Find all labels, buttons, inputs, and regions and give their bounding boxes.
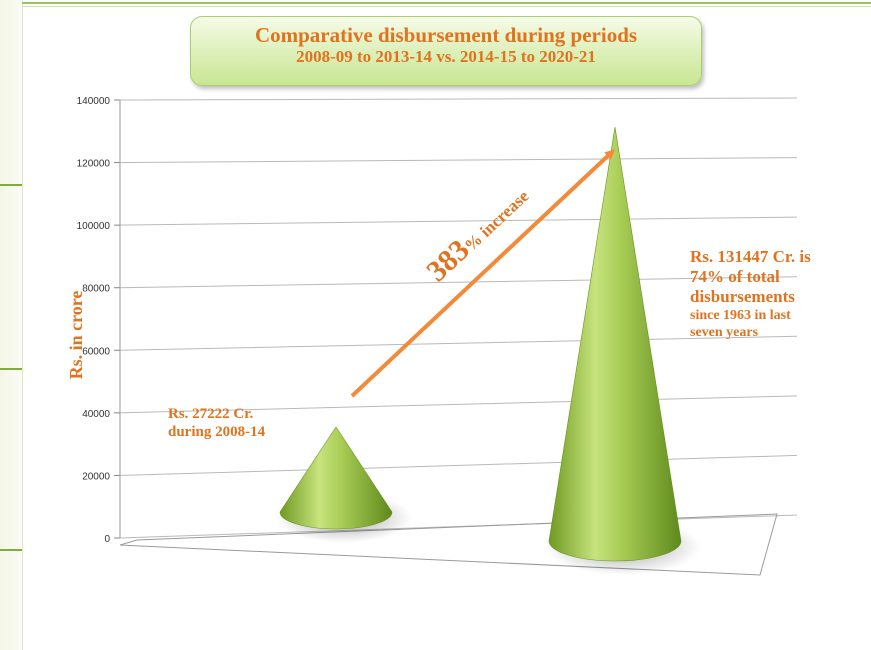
y-tick-label: 0 [104,534,110,545]
gridline [119,216,798,226]
y-axis-label: Rs. in crore [66,291,86,380]
chart-subtitle: 2008-09 to 2013-14 vs. 2014-15 to 2020-2… [296,47,596,66]
gridline [119,276,798,289]
increase-arrow [350,149,615,398]
y-tick-label: 140000 [77,96,111,107]
gridline [119,335,798,351]
top-rule [22,2,871,4]
y-tick-label: 60000 [82,346,110,357]
annotation-line: during 2008-14 [168,424,266,440]
gridline [119,395,798,414]
y-tick-label: 40000 [82,409,110,420]
annotation-line: 74% of total [690,267,780,286]
sidebar-rule [0,549,22,551]
sidebar-rule [0,184,22,186]
chart-title: Comparative disbursement during periods [254,23,638,47]
gridline [119,157,798,164]
annotation-line: seven years [690,325,759,340]
annotation-first-period: Rs. 27222 Cr. during 2008-14 [168,405,265,441]
increase-label: 383% increase [420,178,535,288]
cone-bar-1 [279,426,393,530]
gridline [119,454,798,476]
sidebar-rule [0,368,22,370]
y-tick-label: 20000 [82,471,110,482]
annotation-line: Rs. 27222 Cr. [168,406,254,422]
sidebar-strip [0,0,23,650]
y-tick-label: 100000 [77,221,111,232]
annotation-line: Rs. 131447 Cr. is [690,247,811,266]
annotation-second-period: Rs. 131447 Cr. is 74% of total disbursem… [690,247,811,341]
y-tick-label: 120000 [77,159,111,170]
annotation-line: disbursements [690,287,795,306]
y-tick-label: 80000 [82,284,110,295]
chart-title-box: Comparative disbursement during periods … [190,16,702,86]
cone-bar-2 [548,126,682,562]
top-rule-thin [22,6,871,7]
annotation-line: since 1963 in last [690,308,791,323]
gridline [119,97,798,101]
